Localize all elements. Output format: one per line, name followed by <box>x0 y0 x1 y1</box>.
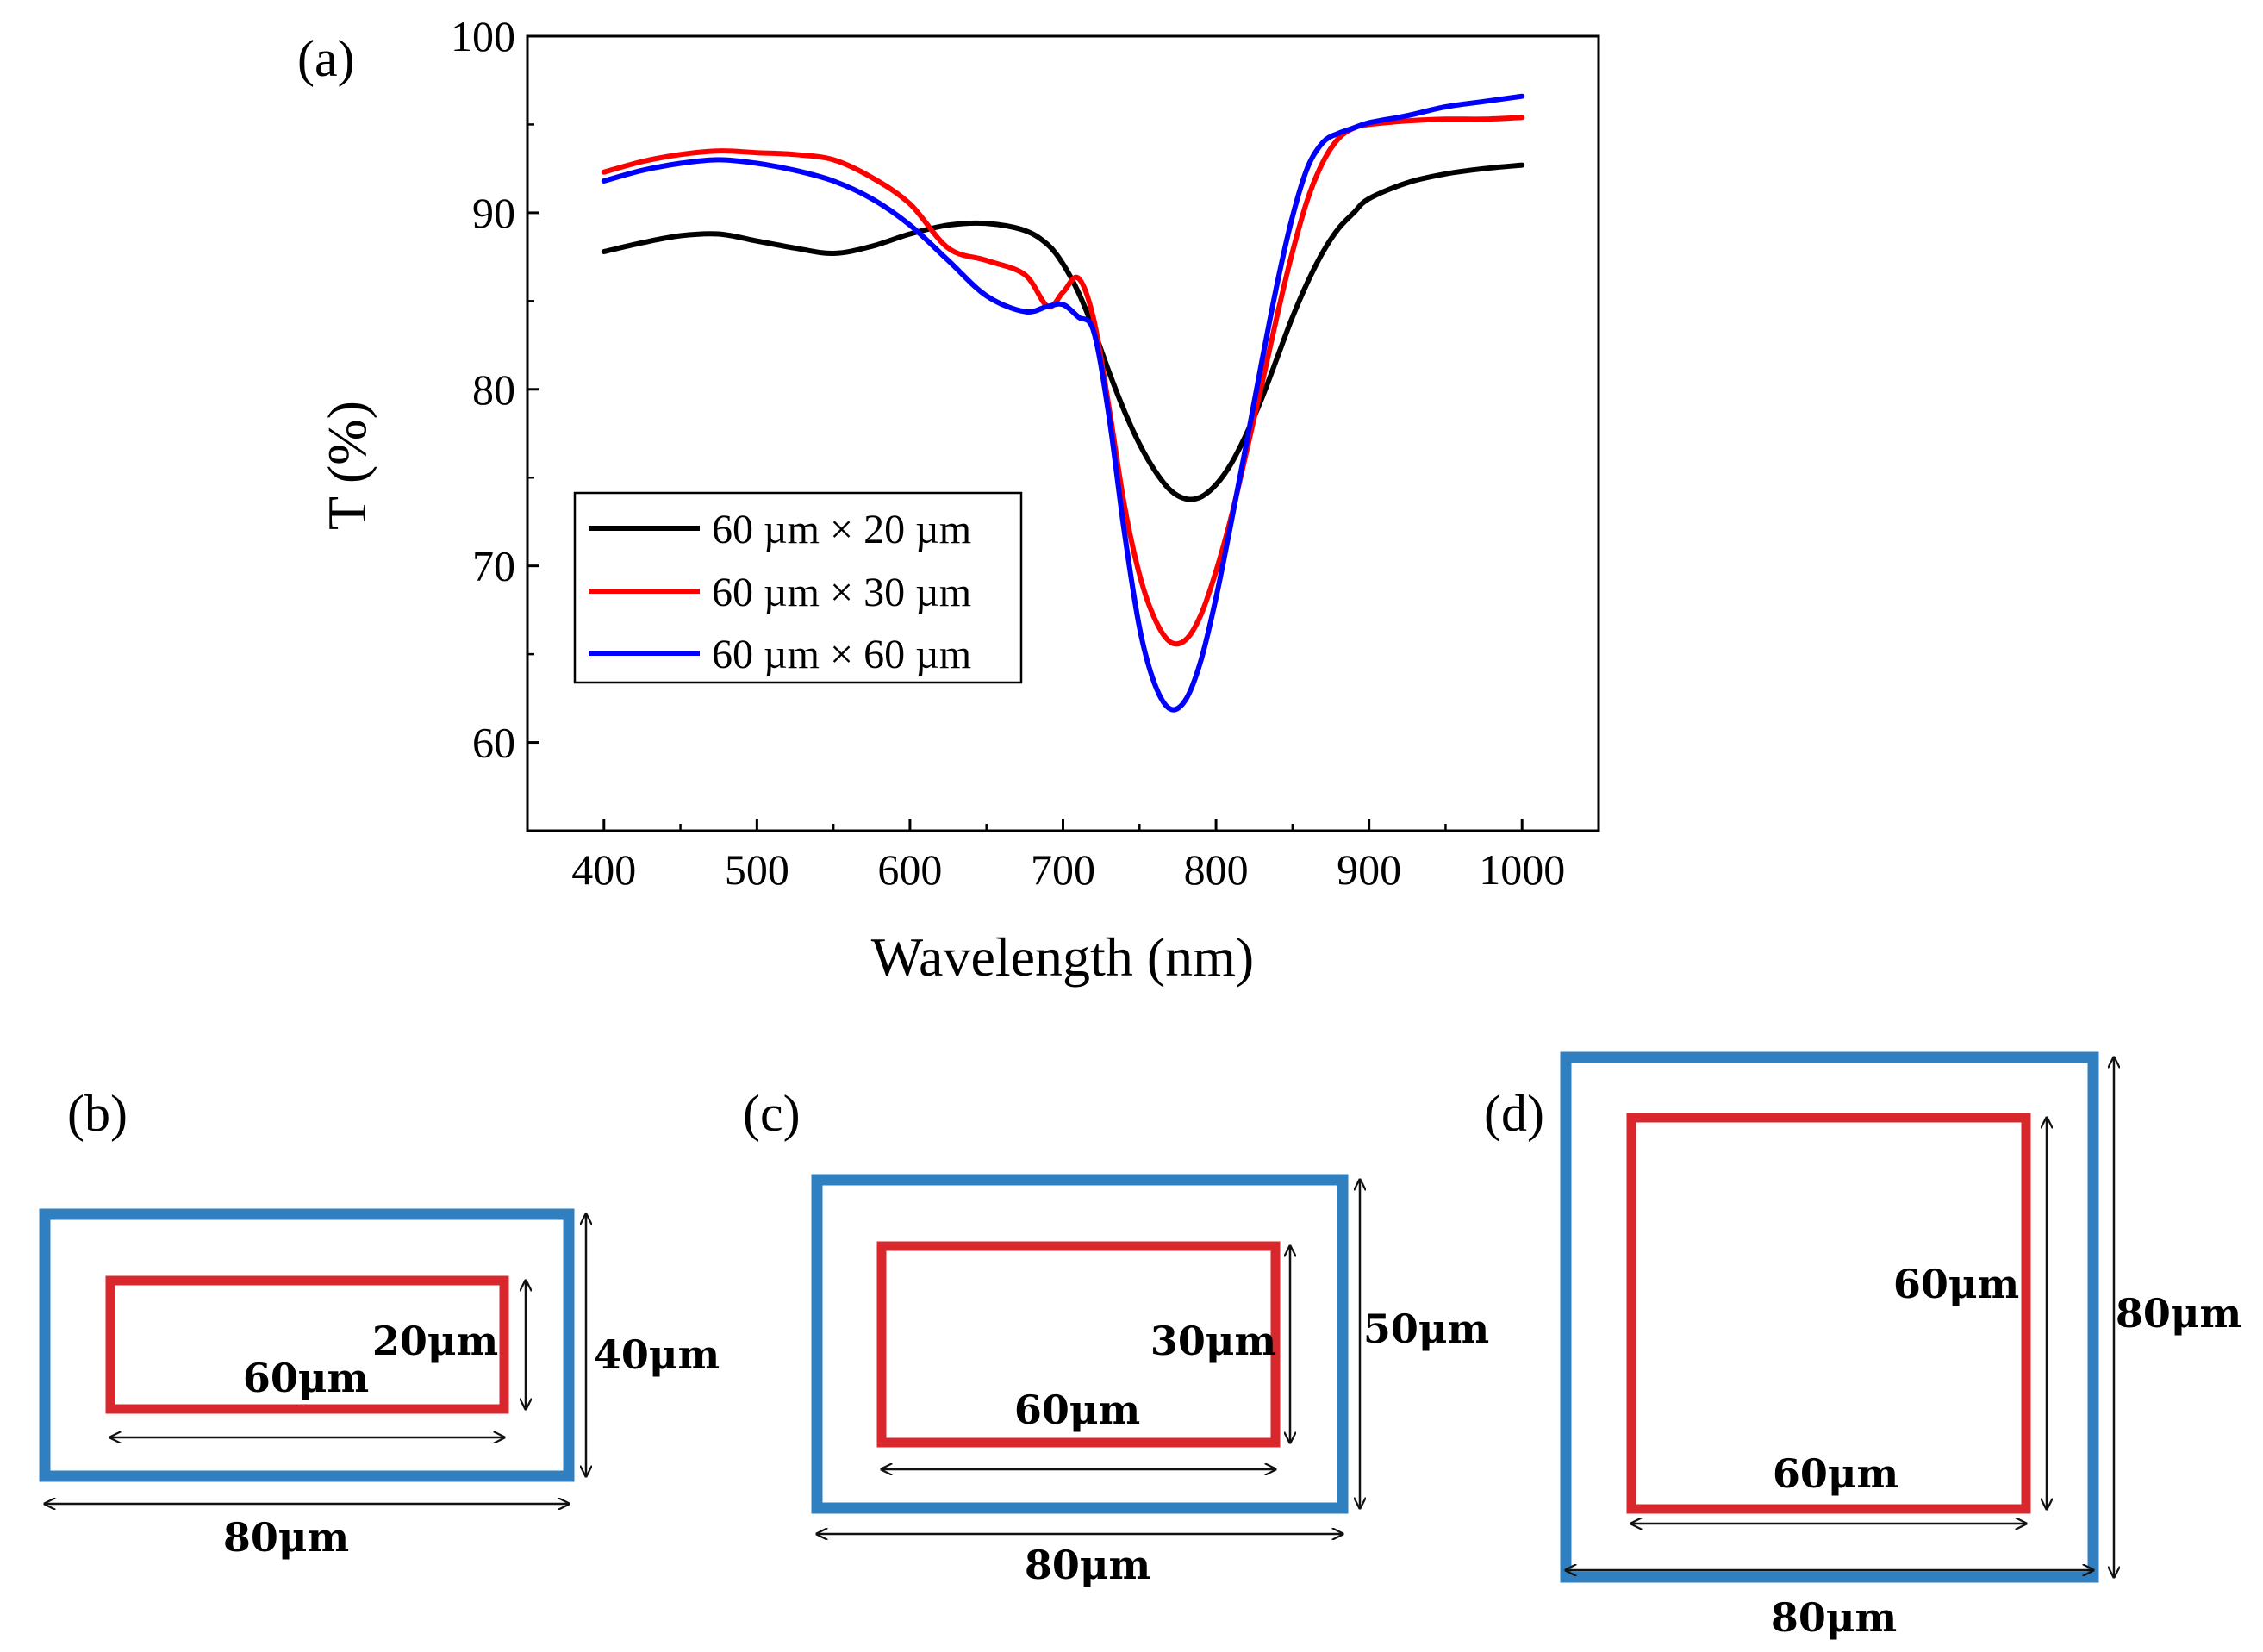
diagram-c: (c) 60μm 30μm 50μm 80μm <box>743 1085 1489 1588</box>
panel-label-b: (b) <box>67 1085 128 1142</box>
inner-width-label: 60μm <box>243 1355 369 1401</box>
x-tick-label: 900 <box>1337 845 1401 894</box>
inner-width-label: 60μm <box>1773 1450 1898 1497</box>
diagram-d: (d) 60μm 60μm 80μm 80μm <box>1484 1051 2241 1641</box>
inner-frame <box>105 1275 509 1414</box>
inner-height-label: 20μm <box>372 1318 498 1364</box>
panel-label-d: (d) <box>1484 1085 1544 1142</box>
series-line-1 <box>601 115 1525 647</box>
y-tick-label: 70 <box>472 542 515 590</box>
y-tick-label: 100 <box>451 12 515 60</box>
inner-height-label: 60μm <box>1893 1261 2019 1307</box>
inner-height-label: 30μm <box>1150 1318 1276 1364</box>
outer-height-label: 50μm <box>1363 1306 1489 1352</box>
series-line-2 <box>601 93 1525 713</box>
x-tick-label: 600 <box>877 845 942 894</box>
legend-label-60: 60 µm × 60 µm <box>712 632 971 677</box>
outer-width-label: 80μm <box>1025 1542 1150 1588</box>
outer-frame <box>39 1208 575 1482</box>
outer-height-label: 80μm <box>2116 1290 2241 1337</box>
series-lines <box>601 93 1525 713</box>
outer-width-label: 80μm <box>223 1514 349 1561</box>
legend-label-30: 60 µm × 30 µm <box>712 570 971 615</box>
series-line-0 <box>601 162 1525 502</box>
outer-frame <box>811 1174 1349 1514</box>
x-tick-label: 800 <box>1184 845 1249 894</box>
y-tick-label: 80 <box>472 365 515 414</box>
outer-frame <box>1560 1051 2099 1583</box>
y-axis: 60 70 80 90 100 <box>451 12 539 832</box>
x-tick-label: 500 <box>725 845 789 894</box>
inner-width-label: 60μm <box>1014 1387 1140 1433</box>
panel-label-a: (a) <box>297 30 355 87</box>
x-tick-label: 700 <box>1031 845 1095 894</box>
outer-height-label: 40μm <box>594 1331 720 1378</box>
inner-frame <box>876 1241 1281 1448</box>
x-tick-label: 400 <box>571 845 636 894</box>
y-axis-title: T (%) <box>316 401 377 530</box>
inner-frame <box>1626 1113 2031 1514</box>
diagram-b: (b) 60μm 20μm 40μm 80μm <box>39 1085 720 1561</box>
legend: 60 µm × 20 µm 60 µm × 30 µm 60 µm × 60 µ… <box>573 491 1023 684</box>
y-tick-label: 90 <box>472 189 515 237</box>
panel-label-c: (c) <box>743 1085 801 1142</box>
y-tick-label: 60 <box>472 719 515 767</box>
x-tick-label: 1000 <box>1479 845 1565 894</box>
x-axis: 400 500 600 700 800 900 1000 <box>526 819 1600 894</box>
x-axis-title: Wavelength (nm) <box>871 926 1254 988</box>
legend-label-20: 60 µm × 20 µm <box>712 507 971 552</box>
transmission-chart: (a) 400 500 600 700 800 900 1000 60 70 80 90 100 W… <box>297 12 1600 988</box>
outer-width-label: 80μm <box>1771 1594 1897 1641</box>
